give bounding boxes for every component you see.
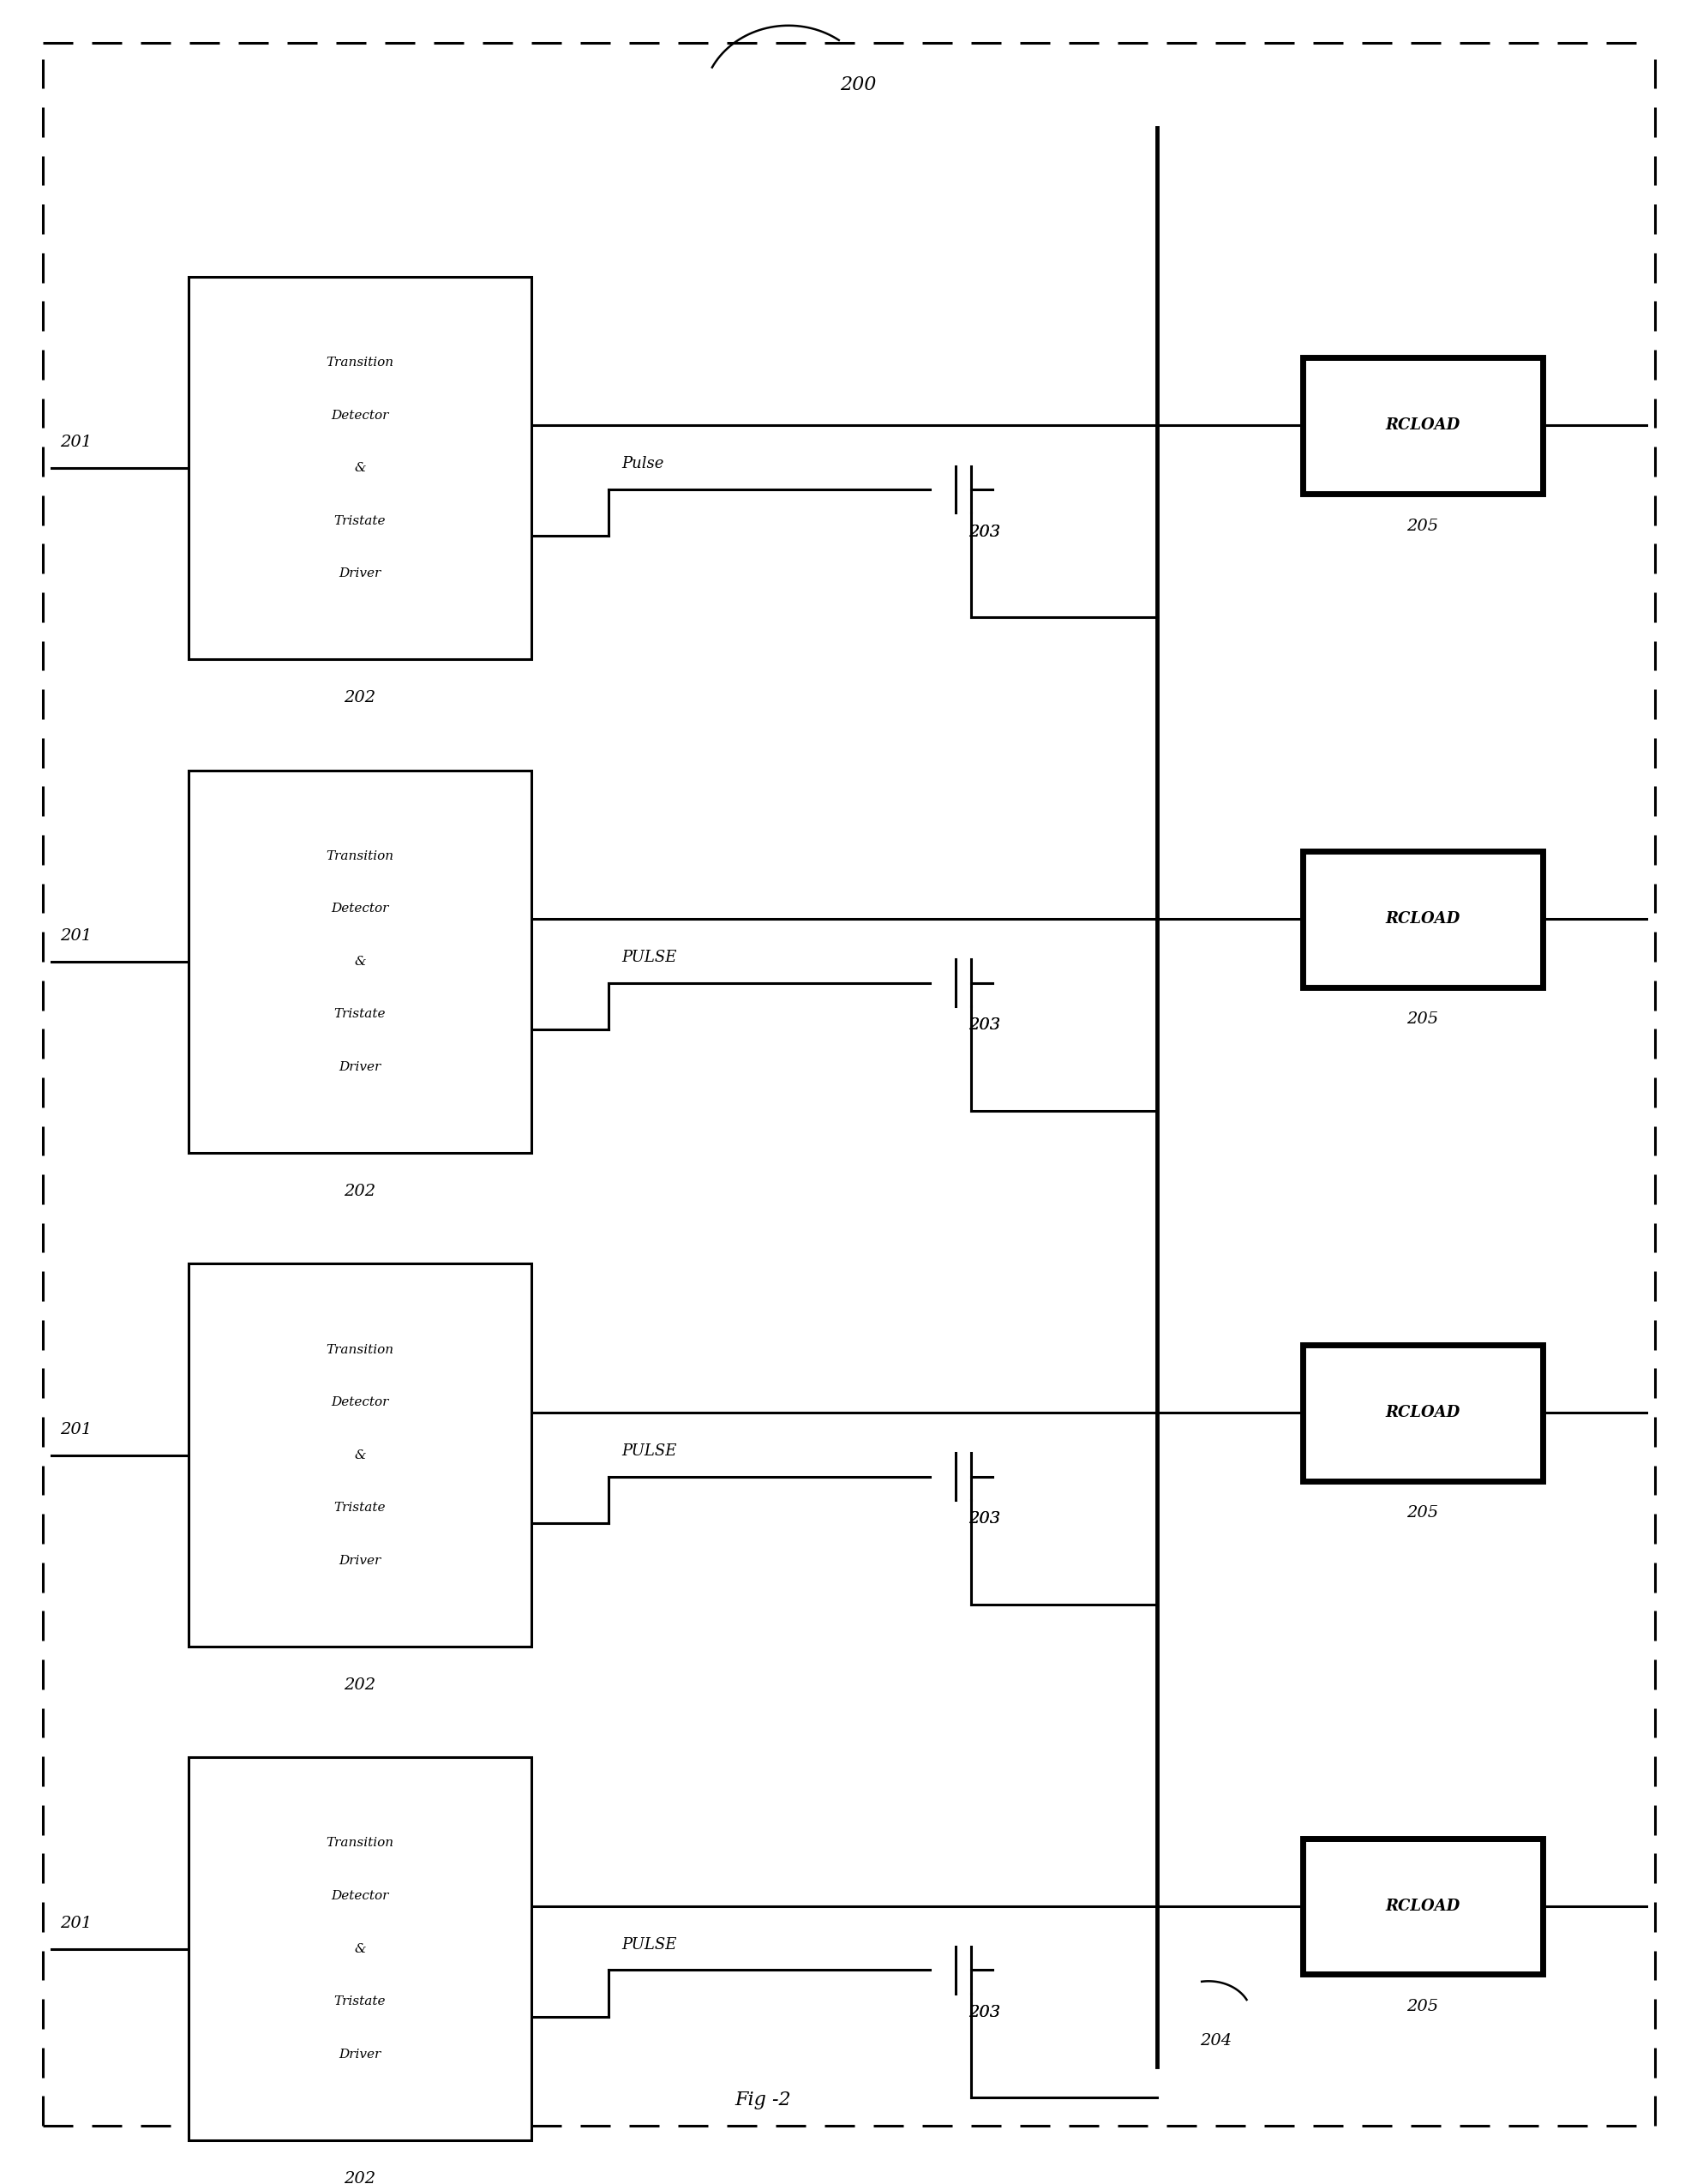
Text: 203: 203 [967, 524, 1000, 539]
Text: &: & [355, 1450, 365, 1461]
Text: 204: 204 [1200, 2033, 1230, 2049]
Text: 205: 205 [1407, 1505, 1437, 1520]
Text: RCLOAD: RCLOAD [1385, 1404, 1459, 1420]
Text: Transition: Transition [326, 850, 394, 863]
Text: RCLOAD: RCLOAD [1385, 1898, 1459, 1913]
Text: Detector: Detector [331, 408, 389, 422]
Text: 200: 200 [840, 76, 876, 94]
Bar [1302, 358, 1543, 494]
Text: Tristate: Tristate [334, 515, 385, 526]
Text: 202: 202 [344, 690, 375, 705]
Text: 205: 205 [1407, 1011, 1437, 1026]
Text: Detector: Detector [331, 1889, 389, 1902]
Text: 205: 205 [1407, 1998, 1437, 2014]
Text: Tristate: Tristate [334, 1996, 385, 2007]
Bar [1302, 1839, 1543, 1974]
Text: Driver: Driver [339, 1555, 380, 1566]
Text: 202: 202 [344, 1677, 375, 1693]
Text: 201: 201 [59, 1915, 92, 1931]
Text: 203: 203 [967, 524, 1000, 539]
Text: Fig -2: Fig -2 [735, 2090, 791, 2110]
Text: PULSE: PULSE [621, 1444, 675, 1459]
Text: 203: 203 [967, 1511, 1000, 1527]
Text: Driver: Driver [339, 2049, 380, 2060]
Bar [1302, 1345, 1543, 1481]
Text: 201: 201 [59, 1422, 92, 1437]
Text: 202: 202 [344, 2171, 375, 2184]
Text: 203: 203 [967, 1018, 1000, 1033]
Text: Transition: Transition [326, 1343, 394, 1356]
Text: &: & [355, 957, 365, 968]
Bar [188, 1265, 531, 1647]
Text: 203: 203 [967, 1511, 1000, 1527]
Text: Driver: Driver [339, 568, 380, 579]
Text: Detector: Detector [331, 1396, 389, 1409]
Text: Tristate: Tristate [334, 1503, 385, 1514]
Text: 203: 203 [967, 1018, 1000, 1033]
Text: Transition: Transition [326, 1837, 394, 1850]
Text: RCLOAD: RCLOAD [1385, 911, 1459, 926]
Text: Driver: Driver [339, 1061, 380, 1072]
Text: 203: 203 [967, 2005, 1000, 2020]
Bar [188, 277, 531, 660]
Bar [188, 1758, 531, 2140]
Text: 202: 202 [344, 1184, 375, 1199]
Text: &: & [355, 463, 365, 474]
Text: 205: 205 [1407, 518, 1437, 533]
Text: 201: 201 [59, 928, 92, 943]
Text: 203: 203 [967, 2005, 1000, 2020]
Text: PULSE: PULSE [621, 1937, 675, 1952]
Text: Pulse: Pulse [621, 456, 664, 472]
Bar [188, 771, 531, 1153]
Bar [1302, 852, 1543, 987]
Text: PULSE: PULSE [621, 950, 675, 965]
Text: RCLOAD: RCLOAD [1385, 417, 1459, 432]
Text: &: & [355, 1944, 365, 1955]
Text: Transition: Transition [326, 356, 394, 369]
Text: Detector: Detector [331, 902, 389, 915]
Text: 201: 201 [59, 435, 92, 450]
Text: Tristate: Tristate [334, 1009, 385, 1020]
